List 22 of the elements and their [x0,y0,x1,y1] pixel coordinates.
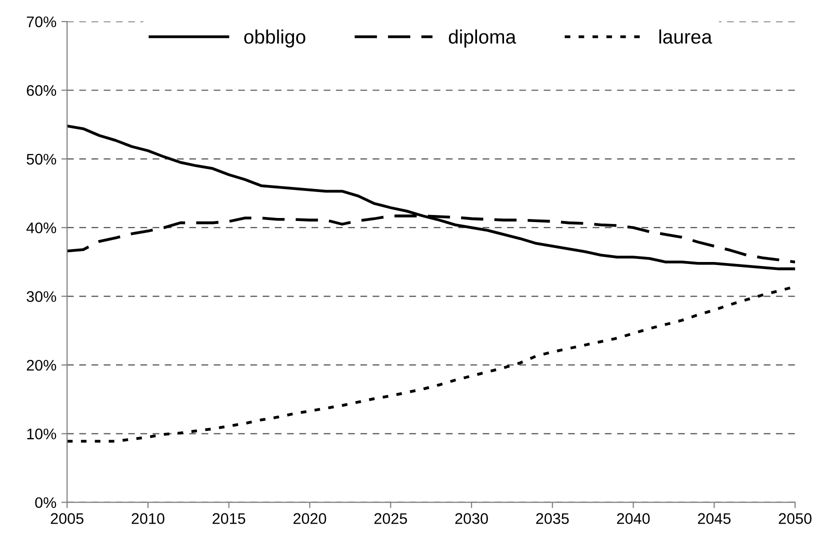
y-tick-label: 10% [27,428,56,440]
y-tick-label: 20% [26,360,56,371]
x-tick-label: 2035 [536,513,569,524]
x-tick-label: 2040 [617,513,650,524]
y-tick-label: 60% [26,85,56,96]
x-tick-label: 2045 [698,513,731,524]
x-tick-label: 2015 [212,513,246,524]
line-series [67,124,796,270]
y-tick-label: 30% [26,291,56,302]
y-tick-label: 70% [26,16,56,28]
legend-label: obbligo [244,29,306,48]
x-tick-label: 2005 [50,513,84,524]
x-tick-label: 2050 [778,513,812,524]
legend-label: laurea [659,29,712,44]
x-tick-label: 2010 [132,513,164,524]
x-tick-label: 2020 [294,513,326,524]
x-tick-label: 2030 [455,513,488,524]
x-tick-label: 2025 [374,513,407,524]
y-tick-label: 50% [26,154,56,165]
y-tick-label: 40% [26,222,56,234]
legend-label: diploma [448,29,516,48]
y-tick-label: 0% [35,497,56,508]
